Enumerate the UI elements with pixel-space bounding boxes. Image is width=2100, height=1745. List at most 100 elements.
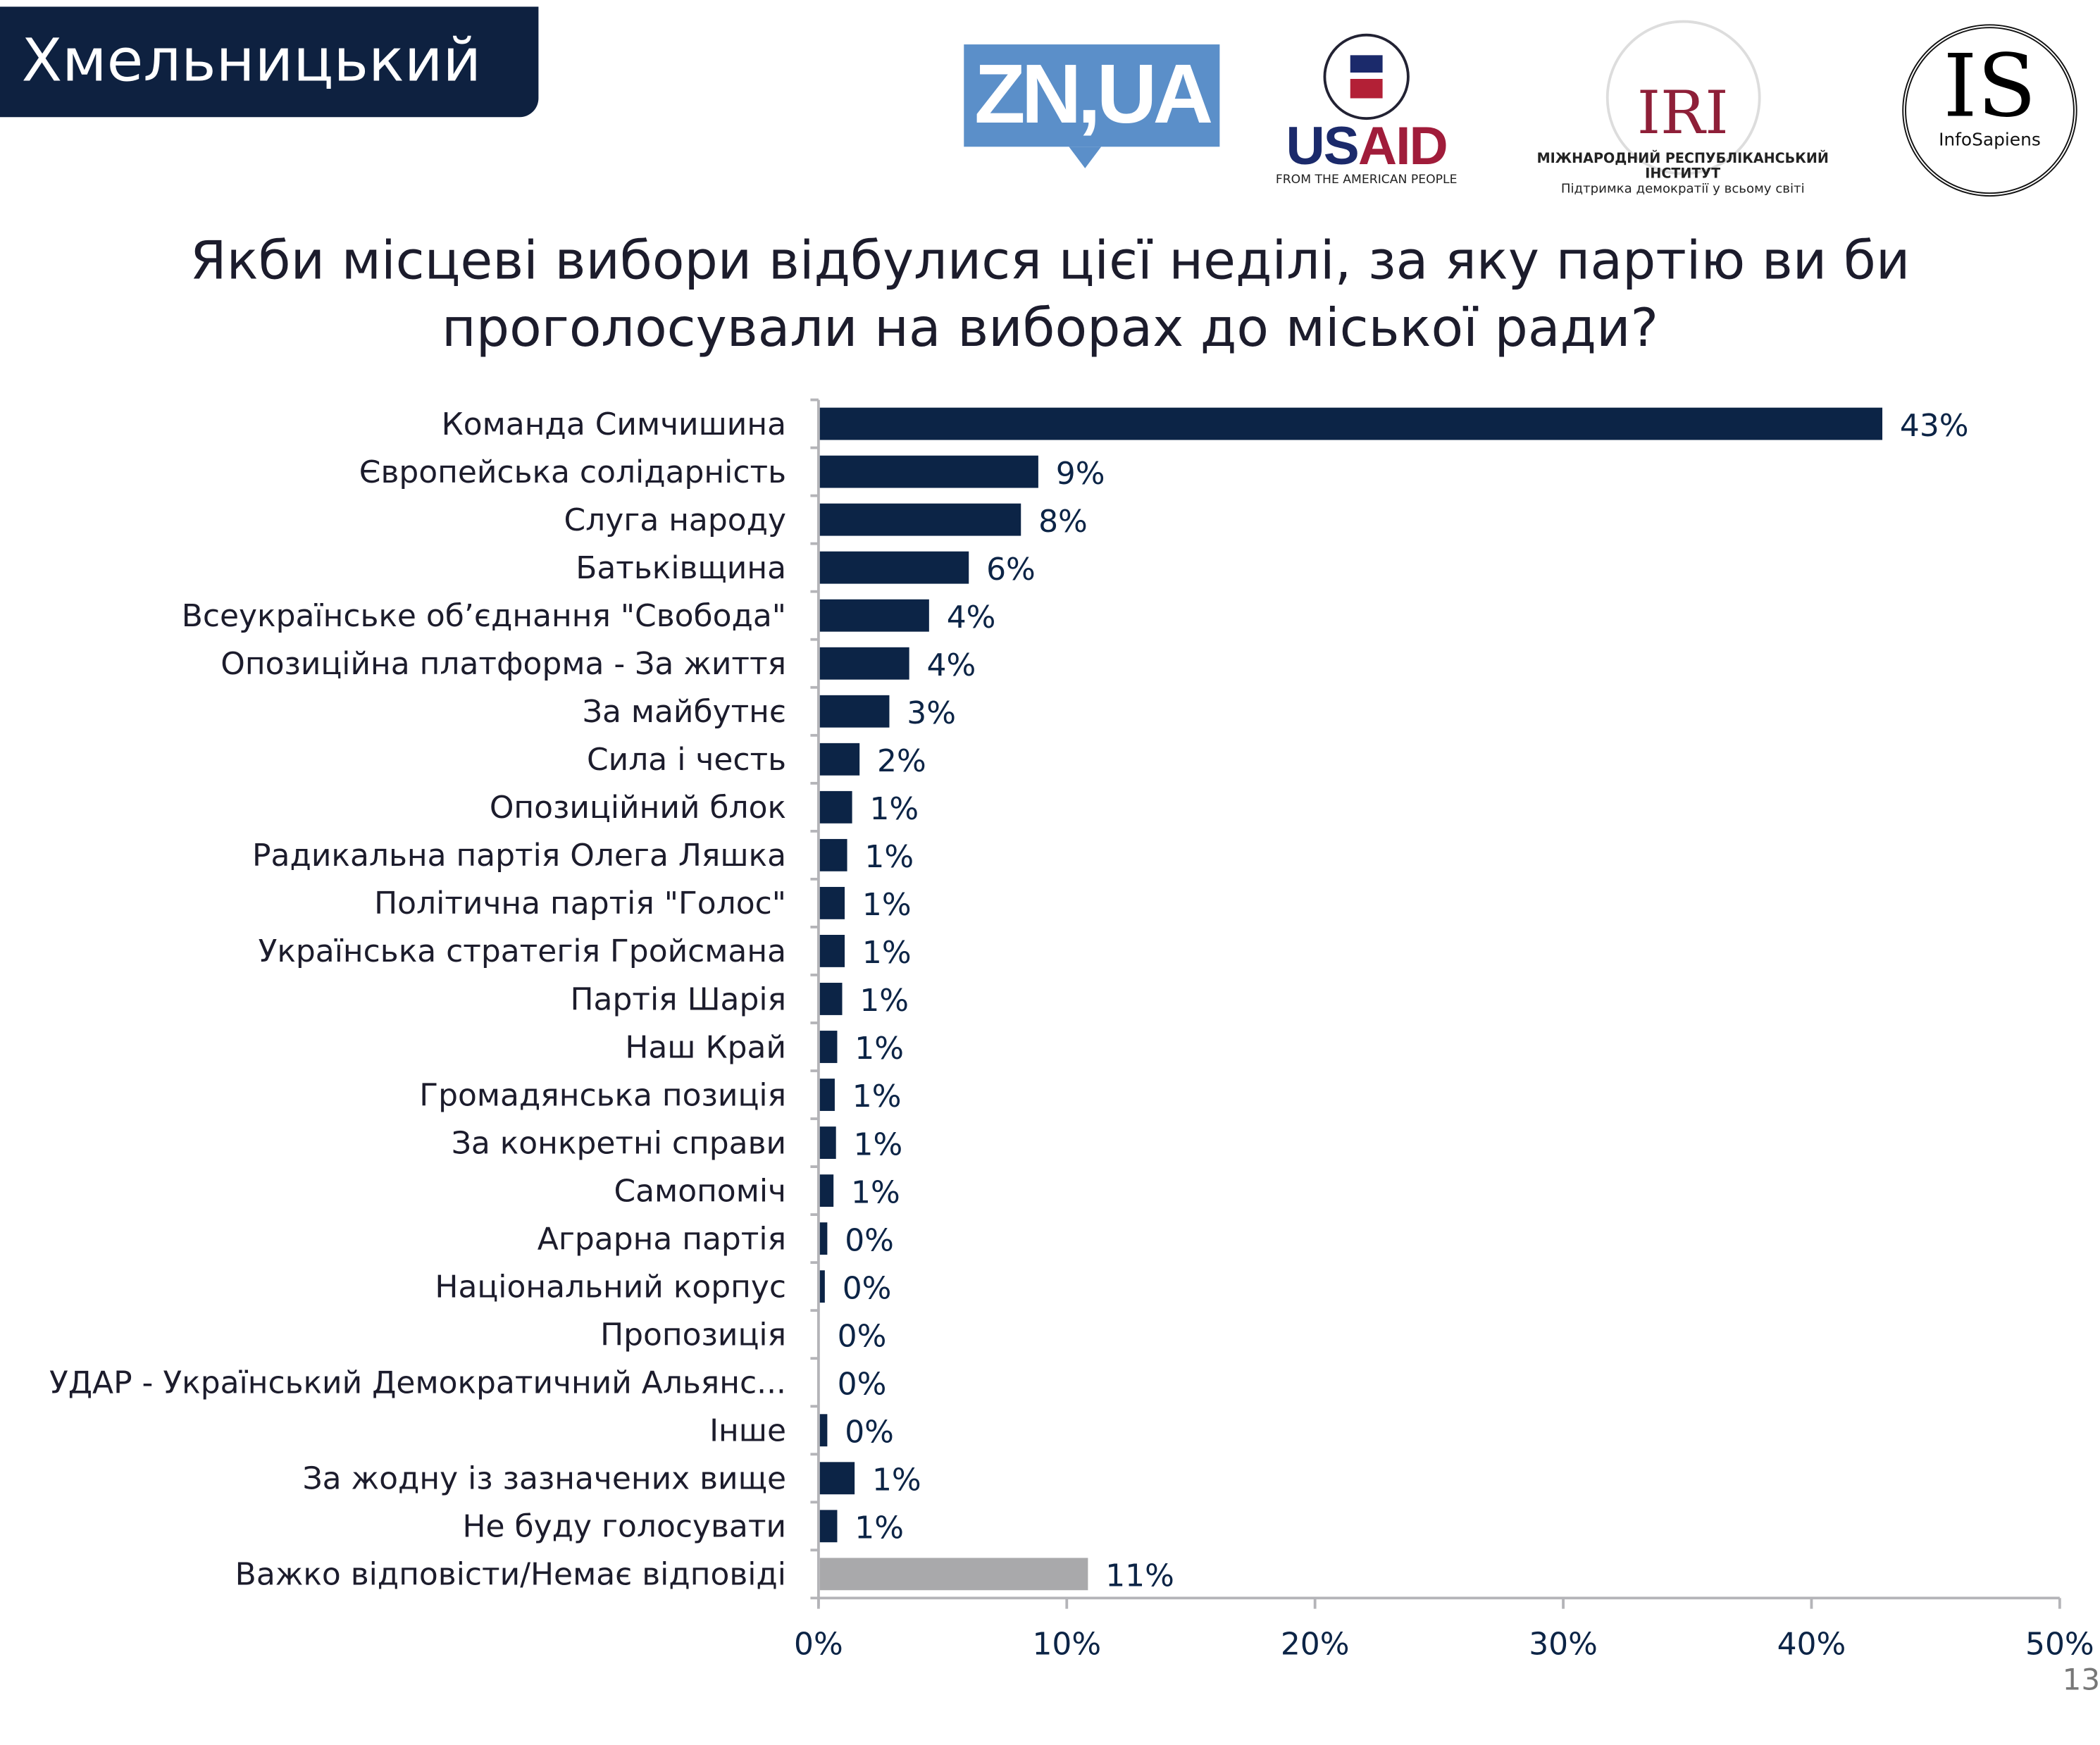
data-label: 3% bbox=[907, 695, 956, 731]
globe-icon bbox=[1605, 20, 1761, 175]
data-label: 8% bbox=[1038, 504, 1088, 540]
data-label: 0% bbox=[845, 1414, 894, 1450]
bar bbox=[819, 1414, 828, 1447]
category-label: УДАР - Український Демократичний Альянс.… bbox=[49, 1365, 786, 1401]
category-label: Українська стратегія Гройсмана bbox=[259, 933, 786, 969]
category-label: Пропозиція bbox=[600, 1317, 786, 1353]
category-label: Команда Симчишина bbox=[442, 406, 786, 442]
category-label: Батьківщина bbox=[576, 550, 786, 586]
category-label: Політична партія "Голос" bbox=[374, 886, 786, 921]
x-tick-label: 50% bbox=[2025, 1627, 2094, 1663]
data-label: 2% bbox=[877, 743, 926, 779]
data-label: 1% bbox=[855, 1031, 904, 1067]
x-tick-label: 10% bbox=[1032, 1627, 1101, 1663]
category-label: Аграрна партія bbox=[538, 1221, 786, 1257]
category-label: Партія Шарія bbox=[571, 981, 787, 1017]
data-label: 4% bbox=[947, 600, 996, 635]
category-label: Важко відповісти/Немає відповіді bbox=[235, 1557, 786, 1593]
data-label: 4% bbox=[927, 647, 976, 683]
x-tick-label: 30% bbox=[1529, 1627, 1598, 1663]
bar bbox=[819, 1126, 836, 1159]
data-label: 1% bbox=[862, 887, 912, 923]
category-label: Сила і честь bbox=[587, 742, 786, 778]
bar bbox=[819, 1079, 835, 1111]
bar bbox=[819, 934, 845, 967]
category-label: За майбутнє bbox=[583, 694, 786, 730]
category-label: За жодну із зазначених вище bbox=[302, 1461, 786, 1497]
category-label: Опозиційний блок bbox=[490, 790, 786, 826]
bar bbox=[819, 455, 1038, 488]
category-label: Наш Край bbox=[625, 1029, 786, 1065]
iri-logo: IRI МІЖНАРОДНИЙ РЕСПУБЛІКАНСЬКИЙ ІНСТИТУ… bbox=[1501, 20, 1865, 202]
category-label: Громадянська позиція bbox=[419, 1077, 786, 1113]
category-label: Слуга народу bbox=[564, 502, 786, 538]
category-label: Радикальна партія Олега Ляшка bbox=[252, 838, 786, 874]
category-label: Опозиційна платформа - За життя bbox=[220, 646, 786, 682]
region-title: Хмельницький bbox=[0, 6, 539, 118]
data-label: 11% bbox=[1105, 1558, 1174, 1594]
bar bbox=[819, 1270, 825, 1303]
iri-name: МІЖНАРОДНИЙ РЕСПУБЛІКАНСЬКИЙ ІНСТИТУТ bbox=[1536, 151, 1829, 182]
data-label: 1% bbox=[852, 1079, 902, 1114]
bar bbox=[819, 1031, 838, 1063]
chart-title-line-2: проголосували на виборах до міської ради… bbox=[442, 299, 1659, 360]
data-label: 1% bbox=[859, 983, 909, 1019]
bar bbox=[819, 1462, 855, 1495]
chart-title: Якби місцеві вибори відбулися цієї неділ… bbox=[0, 229, 2100, 364]
data-label: 1% bbox=[869, 791, 919, 827]
x-tick-label: 20% bbox=[1281, 1627, 1350, 1663]
data-label: 9% bbox=[1056, 456, 1105, 492]
data-label: 1% bbox=[862, 935, 912, 971]
data-label: 1% bbox=[872, 1462, 921, 1498]
infosapiens-name: InfoSapiens bbox=[1939, 130, 2041, 151]
bar bbox=[819, 599, 929, 632]
bar bbox=[819, 503, 1021, 536]
iri-tagline: Підтримка демократії у всьому світі bbox=[1560, 181, 1805, 197]
x-tick-label: 0% bbox=[794, 1627, 843, 1663]
iri-word: IRI bbox=[1636, 79, 1729, 149]
data-label: 6% bbox=[986, 552, 1036, 588]
page-number: 13 bbox=[2062, 1663, 2100, 1698]
usaid-word-us: US bbox=[1286, 117, 1360, 177]
data-label: 0% bbox=[845, 1222, 894, 1258]
category-label: За конкретні справи bbox=[452, 1125, 786, 1161]
data-label: 0% bbox=[838, 1318, 887, 1354]
data-label: 1% bbox=[854, 1126, 903, 1162]
data-label: 0% bbox=[838, 1366, 887, 1402]
usaid-word-aid: AID bbox=[1357, 117, 1448, 177]
bar bbox=[819, 1222, 828, 1255]
data-label: 1% bbox=[851, 1174, 900, 1210]
data-label: 43% bbox=[1900, 408, 1969, 444]
bar bbox=[819, 407, 1883, 440]
chart-title-line-1: Якби місцеві вибори відбулися цієї неділ… bbox=[190, 231, 1910, 292]
category-label: Всеукраїнське об’єднання "Свобода" bbox=[182, 598, 786, 634]
usaid-logo: USAID FROM THE AMERICAN PEOPLE bbox=[1265, 33, 1467, 202]
category-label: Європейська солідарність bbox=[359, 454, 786, 490]
category-label: Самопоміч bbox=[614, 1173, 786, 1209]
bar bbox=[819, 647, 909, 680]
bar bbox=[819, 838, 847, 871]
bar bbox=[819, 886, 845, 919]
usaid-seal-icon bbox=[1323, 33, 1410, 120]
bar bbox=[819, 1174, 834, 1207]
usaid-tagline: FROM THE AMERICAN PEOPLE bbox=[1275, 173, 1458, 187]
x-tick-label: 40% bbox=[1777, 1627, 1846, 1663]
bar bbox=[819, 1510, 838, 1543]
bar bbox=[819, 695, 890, 728]
infosapiens-logo: IS InfoSapiens bbox=[1902, 24, 2077, 197]
bar bbox=[819, 551, 969, 584]
zn-ua-logo: ZN,UA bbox=[964, 44, 1220, 168]
category-label: Національний корпус bbox=[435, 1269, 786, 1305]
data-label: 0% bbox=[843, 1270, 892, 1306]
is-word: IS bbox=[1943, 37, 2037, 137]
data-label: 1% bbox=[855, 1510, 904, 1546]
data-label: 1% bbox=[864, 839, 914, 875]
category-label: Не буду голосувати bbox=[462, 1509, 786, 1545]
bar bbox=[819, 1558, 1088, 1591]
bar bbox=[819, 983, 843, 1015]
bar bbox=[819, 743, 860, 776]
category-label: Інше bbox=[709, 1413, 786, 1449]
bar bbox=[819, 790, 852, 824]
